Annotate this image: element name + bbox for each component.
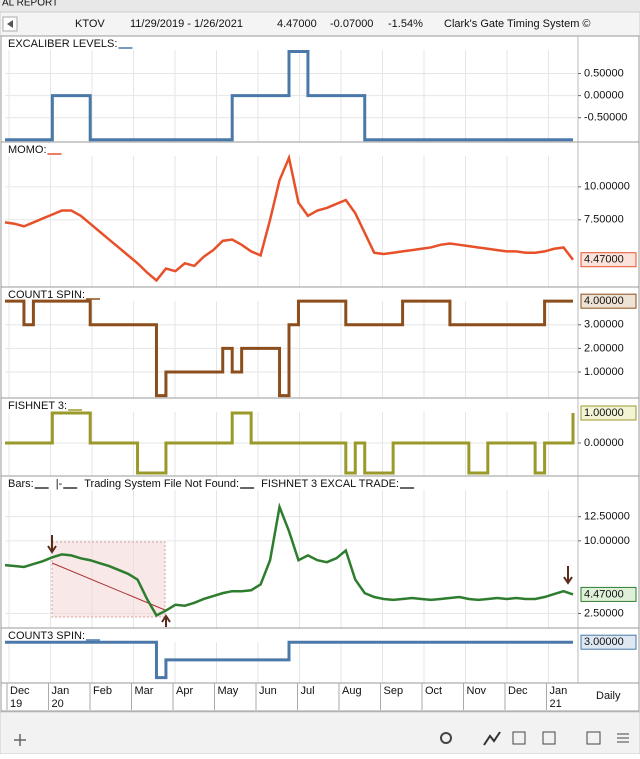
- month-label: Jun: [259, 685, 277, 697]
- window-bar: [0, 0, 640, 12]
- month-label: May: [218, 685, 239, 697]
- panel-frame: [0, 627, 640, 684]
- value-label: 4.47000: [584, 254, 624, 266]
- panel-label: EXCALIBER LEVELS:: [8, 38, 117, 50]
- panel-label: Trading System File Not Found:: [84, 478, 239, 490]
- month-label: Dec: [10, 685, 30, 697]
- month-label: Aug: [342, 685, 362, 697]
- value-label: 4.00000: [584, 295, 624, 307]
- toolbar: [0, 711, 640, 755]
- year-label: 20: [52, 698, 64, 710]
- y-tick-label: 7.50000: [584, 214, 624, 226]
- month-label: Dec: [508, 685, 528, 697]
- value-box: [580, 405, 637, 421]
- month-label: Feb: [93, 685, 112, 697]
- y-tick-label: 10.00000: [584, 181, 630, 193]
- series-line: [4, 502, 574, 618]
- panel-label: COUNT1 SPIN:: [8, 289, 85, 301]
- menu-button[interactable]: [617, 733, 629, 743]
- panel-label: |-: [56, 478, 63, 490]
- system-name: Clark's Gate Timing System ©: [444, 18, 591, 30]
- arrow-down: [563, 566, 573, 585]
- value-label: 3.00000: [584, 636, 624, 648]
- search-button[interactable]: [440, 732, 452, 744]
- symbol: KTOV: [75, 18, 105, 30]
- value-box: [580, 293, 637, 309]
- report-title: AL REPORT: [2, 0, 58, 9]
- month-label: Apr: [176, 685, 193, 697]
- value-label: 4.47000: [584, 588, 624, 600]
- change-pct: -1.54%: [388, 18, 423, 30]
- add-button[interactable]: [14, 734, 26, 746]
- trend-line: [51, 562, 166, 611]
- series-line: [5, 49, 573, 142]
- y-tick-label: 2.50000: [584, 607, 624, 619]
- series-line: [5, 299, 573, 398]
- value-box: [580, 252, 637, 268]
- y-tick-label: 0.00000: [584, 90, 624, 102]
- year-label: 21: [550, 698, 562, 710]
- panel-frame: [0, 35, 640, 143]
- series-line: [5, 640, 573, 680]
- y-tick-label: 0.50000: [584, 67, 624, 79]
- arrow-up: [161, 614, 171, 627]
- panel-frame: [0, 397, 640, 477]
- y-tick-label: 1.00000: [584, 366, 624, 378]
- series-line: [5, 411, 575, 475]
- title-bar: [0, 11, 640, 37]
- book-button[interactable]: [586, 731, 601, 745]
- month-label: Nov: [467, 685, 487, 697]
- month-label: Sep: [384, 685, 404, 697]
- arrow-down: [47, 535, 57, 554]
- series-line: [4, 153, 574, 283]
- month-label: Jul: [301, 685, 315, 697]
- panel-frame: [0, 141, 640, 288]
- back-icon: [7, 20, 13, 28]
- layout-button[interactable]: [512, 731, 526, 745]
- y-tick-label: 0.00000: [584, 437, 624, 449]
- year-label: 19: [10, 698, 22, 710]
- panel-label: MOMO:: [8, 144, 47, 156]
- value-label: 1.00000: [584, 407, 624, 419]
- panel-label: COUNT3 SPIN:: [8, 630, 85, 642]
- bars-button[interactable]: [542, 731, 556, 745]
- y-tick-label: -0.50000: [584, 112, 627, 124]
- value-box: [580, 586, 637, 602]
- month-label: Mar: [135, 685, 154, 697]
- month-label: Jan: [550, 685, 568, 697]
- panel-label: FISHNET 3 EXCAL TRADE:: [261, 478, 399, 490]
- time-axis: [0, 682, 640, 712]
- value-box: [580, 634, 637, 650]
- change: -0.07000: [330, 18, 373, 30]
- date-range: 11/29/2019 - 1/26/2021: [130, 18, 243, 30]
- panel-label: FISHNET 3:: [8, 400, 67, 412]
- draw-button[interactable]: [483, 731, 501, 746]
- panel-label: Bars:: [8, 478, 34, 490]
- last-price: 4.47000: [277, 18, 317, 30]
- trade-box: [51, 541, 166, 618]
- interval-label: Daily: [596, 690, 621, 702]
- y-tick-label: 12.50000: [584, 511, 630, 523]
- month-label: Jan: [52, 685, 70, 697]
- y-tick-label: 2.00000: [584, 342, 624, 354]
- y-tick-label: 10.00000: [584, 535, 630, 547]
- y-tick-label: 3.00000: [584, 319, 624, 331]
- month-label: Oct: [425, 685, 442, 697]
